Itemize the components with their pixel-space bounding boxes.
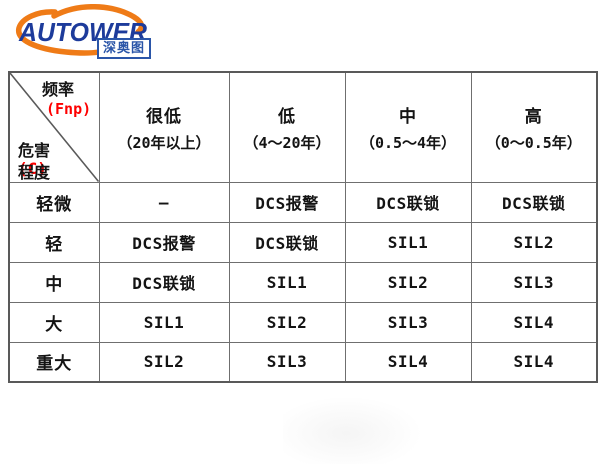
corner-cell: 频率 (Fnp) 危害 程度 (C): [8, 71, 100, 183]
autower-logo: AUTOWER 深奥图: [14, 4, 166, 64]
table-row: 大 SIL1 SIL2 SIL3 SIL4: [8, 301, 598, 343]
matrix-cell: SIL4: [344, 341, 472, 383]
matrix-cell: DCS联锁: [470, 181, 598, 223]
corner-frequency-label: 频率: [42, 80, 75, 99]
row-label: 重大: [8, 341, 100, 383]
matrix-cell: SIL2: [228, 301, 346, 343]
matrix-cell: DCS报警: [98, 221, 230, 263]
matrix-cell: SIL4: [470, 341, 598, 383]
matrix-cell: DCS报警: [228, 181, 346, 223]
swoosh-ellipse-graphic: AUTOWER: [16, 4, 147, 56]
table-row: 轻微 — DCS报警 DCS联锁 DCS联锁: [8, 181, 598, 223]
row-label: 轻: [8, 221, 100, 263]
matrix-cell: SIL3: [470, 261, 598, 303]
swoosh-bottom-arc: [16, 9, 114, 56]
faint-watermark-smudge: [283, 396, 423, 464]
diagonal-divider: [10, 73, 99, 182]
row-label: 中: [8, 261, 100, 303]
swoosh-top-arc: [51, 4, 145, 35]
header-row: 频率 (Fnp) 危害 程度 (C) 很低 （20年以上） 低 （4～20年） 中…: [8, 71, 598, 183]
matrix-cell: SIL1: [98, 301, 230, 343]
row-label: 轻微: [8, 181, 100, 223]
matrix-cell: SIL1: [344, 221, 472, 263]
matrix-cell: DCS联锁: [228, 221, 346, 263]
sub-brand-box: 深奥图: [97, 38, 151, 59]
corner-harm-label-line2: 程度 (C): [18, 159, 50, 182]
column-header-medium: 中 （0.5～4年）: [344, 71, 472, 183]
row-label: 大: [8, 301, 100, 343]
table-row: 中 DCS联锁 SIL1 SIL2 SIL3: [8, 261, 598, 303]
corner-harm-symbol: (C): [18, 159, 47, 178]
matrix-cell: SIL1: [228, 261, 346, 303]
matrix-cell: SIL3: [344, 301, 472, 343]
column-header-high: 高 （0～0.5年）: [470, 71, 598, 183]
matrix-cell: DCS联锁: [344, 181, 472, 223]
column-header-very-low: 很低 （20年以上）: [98, 71, 230, 183]
matrix-cell: —: [98, 181, 230, 223]
matrix-cell: SIL2: [98, 341, 230, 383]
table-row: 重大 SIL2 SIL3 SIL4 SIL4: [8, 341, 598, 383]
matrix-cell: SIL2: [470, 221, 598, 263]
matrix-cell: SIL4: [470, 301, 598, 343]
matrix-cell: SIL2: [344, 261, 472, 303]
corner-harm-label-line1: 危害: [18, 141, 51, 160]
corner-harm-text: 程度: [18, 163, 51, 182]
column-header-low: 低 （4～20年）: [228, 71, 346, 183]
corner-frequency-symbol: (Fnp): [46, 100, 92, 118]
matrix-cell: SIL3: [228, 341, 346, 383]
matrix-cell: DCS联锁: [98, 261, 230, 303]
table-row: 轻 DCS报警 DCS联锁 SIL1 SIL2: [8, 221, 598, 263]
sil-risk-matrix-table: 频率 (Fnp) 危害 程度 (C) 很低 （20年以上） 低 （4～20年） 中…: [8, 71, 598, 383]
